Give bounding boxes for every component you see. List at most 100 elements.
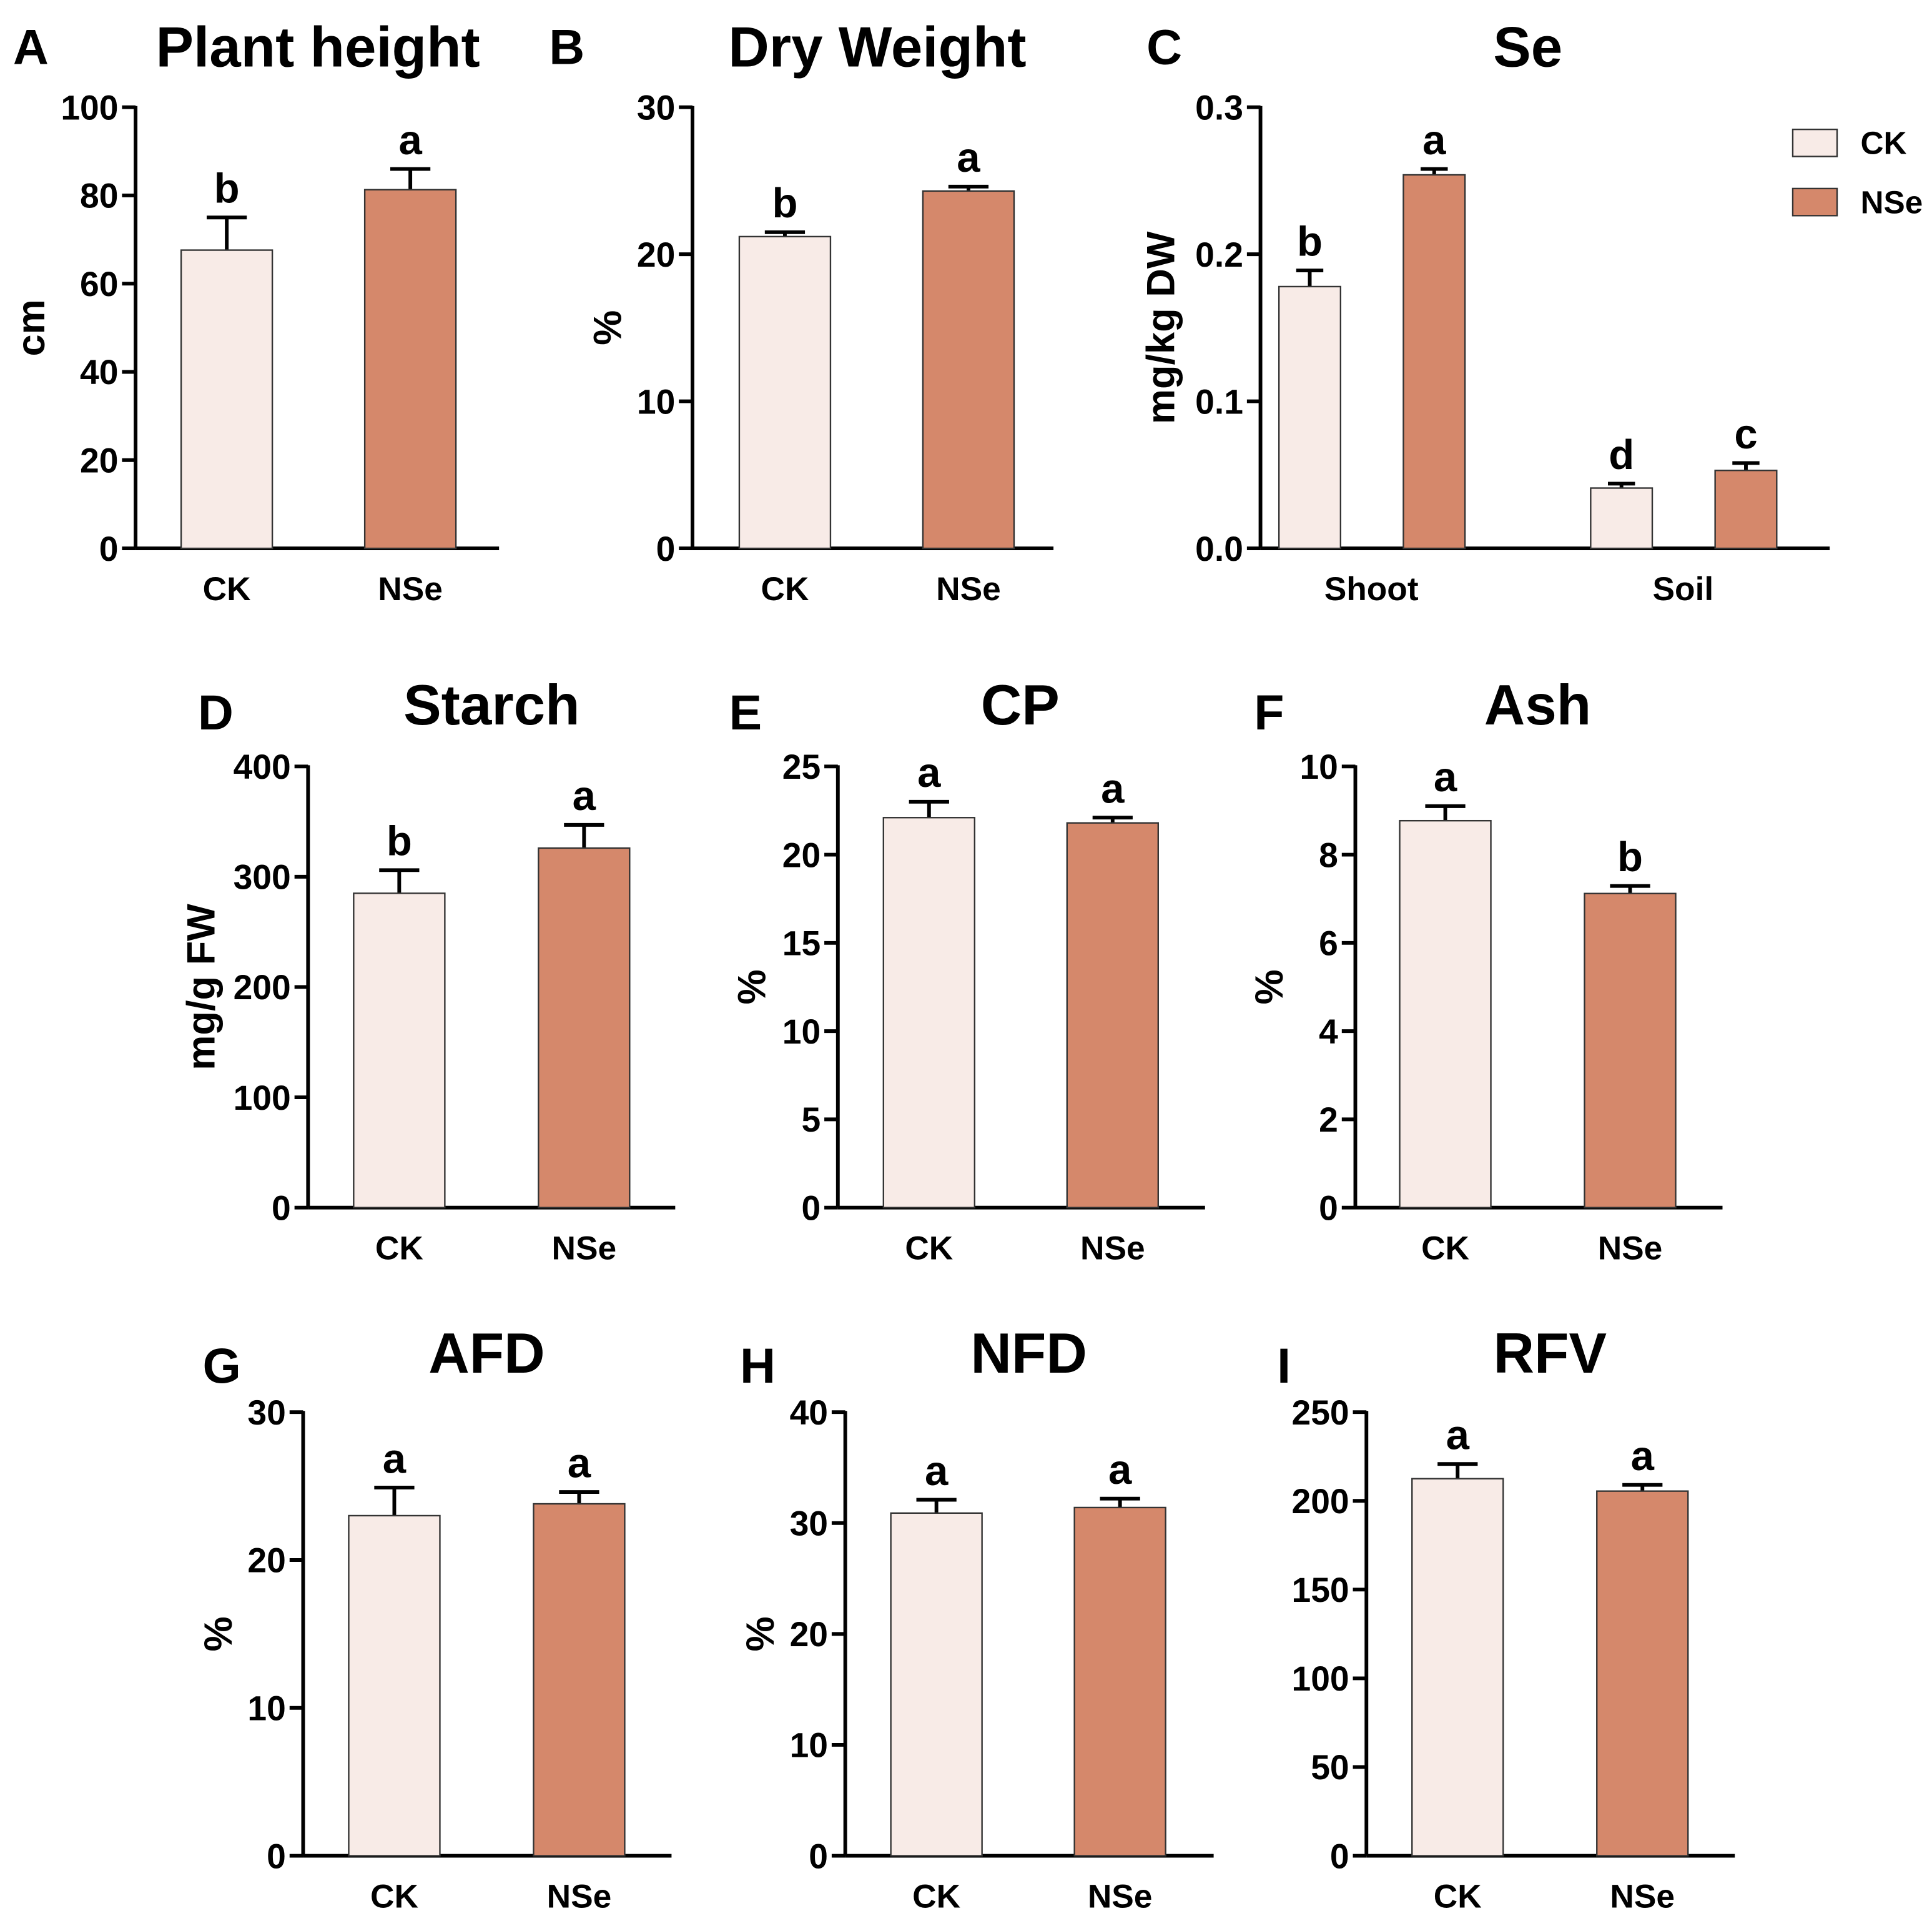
chart-title: AFD xyxy=(428,1322,545,1385)
bar xyxy=(1411,1478,1504,1857)
y-tick-label: 200 xyxy=(234,968,291,1007)
panel-letter: D xyxy=(198,685,234,740)
bar xyxy=(363,189,457,550)
y-tick-label: 8 xyxy=(1319,836,1338,874)
y-axis-label: % xyxy=(1248,969,1291,1004)
chart-title: Starch xyxy=(403,674,579,737)
y-tick-label: 100 xyxy=(61,88,118,127)
chart-title: Ash xyxy=(1484,674,1591,737)
bar xyxy=(353,892,446,1208)
significance-letter: a xyxy=(1446,1411,1470,1458)
y-tick-label: 40 xyxy=(80,353,118,392)
bar xyxy=(1590,487,1654,550)
y-tick-label: 20 xyxy=(80,441,118,480)
bar xyxy=(1399,819,1492,1208)
bar xyxy=(922,190,1015,550)
panel-letter: G xyxy=(203,1338,241,1393)
y-tick-label: 2 xyxy=(1319,1100,1338,1139)
x-tick-label: CK xyxy=(912,1878,960,1915)
significance-letter: a xyxy=(1108,1446,1132,1493)
y-tick-label: 60 xyxy=(80,265,118,304)
y-axis-label: % xyxy=(586,310,630,345)
x-tick-label: NSe xyxy=(1610,1878,1675,1915)
significance-letter: a xyxy=(568,1440,591,1486)
y-tick-label: 0 xyxy=(272,1188,291,1227)
significance-letter: a xyxy=(383,1435,407,1482)
x-tick-label: NSe xyxy=(936,571,1001,608)
significance-letter: a xyxy=(1631,1433,1655,1479)
x-tick-label: CK xyxy=(761,571,809,608)
y-tick-label: 10 xyxy=(782,1012,821,1051)
x-tick-label: Soil xyxy=(1653,571,1714,608)
y-tick-label: 40 xyxy=(790,1393,828,1432)
chart-title: Plant height xyxy=(155,16,480,79)
y-axis-label: % xyxy=(730,969,774,1004)
bar xyxy=(1402,174,1466,550)
x-tick-label: CK xyxy=(203,571,251,608)
bar xyxy=(738,235,832,550)
y-tick-label: 0.1 xyxy=(1195,382,1243,421)
y-tick-label: 30 xyxy=(247,1393,285,1432)
x-tick-label: NSe xyxy=(378,571,443,608)
y-tick-label: 10 xyxy=(1299,748,1338,786)
y-axis-label: mg/g FW xyxy=(179,904,223,1070)
significance-letter: a xyxy=(1422,117,1446,164)
y-axis-label: % xyxy=(197,1616,240,1651)
y-tick-label: 80 xyxy=(80,177,118,215)
x-tick-label: CK xyxy=(1434,1878,1482,1915)
y-tick-label: 30 xyxy=(790,1504,828,1543)
bar xyxy=(1584,892,1677,1208)
y-axis-label: % xyxy=(739,1616,782,1651)
significance-letter: a xyxy=(957,134,980,181)
significance-letter: b xyxy=(772,180,797,227)
significance-letter: a xyxy=(1101,766,1125,812)
x-tick-label: NSe xyxy=(1080,1230,1145,1267)
bar xyxy=(1278,285,1342,550)
panel-letter: H xyxy=(740,1338,776,1393)
y-tick-label: 200 xyxy=(1291,1482,1349,1521)
y-tick-label: 250 xyxy=(1291,1393,1349,1432)
bar xyxy=(1714,470,1778,550)
y-tick-label: 25 xyxy=(782,748,821,786)
chart-title: RFV xyxy=(1494,1322,1607,1385)
x-tick-label: NSe xyxy=(552,1230,617,1267)
significance-letter: c xyxy=(1734,411,1757,458)
bar xyxy=(533,1503,626,1857)
x-tick-label: CK xyxy=(905,1230,953,1267)
y-tick-label: 0.0 xyxy=(1195,530,1243,568)
y-tick-label: 10 xyxy=(637,382,675,421)
y-tick-label: 10 xyxy=(790,1726,828,1765)
y-tick-label: 150 xyxy=(1291,1571,1349,1609)
significance-letter: b xyxy=(214,165,240,212)
y-tick-label: 0 xyxy=(809,1837,828,1875)
significance-letter: b xyxy=(387,818,412,865)
y-tick-label: 100 xyxy=(1291,1659,1349,1698)
y-tick-label: 0.3 xyxy=(1195,88,1243,127)
legend-swatch xyxy=(1792,187,1838,217)
chart-title: CP xyxy=(981,674,1060,737)
panel-letter: C xyxy=(1146,20,1182,75)
panel-letter: E xyxy=(729,685,762,740)
x-tick-label: CK xyxy=(370,1878,418,1915)
y-tick-label: 5 xyxy=(801,1100,821,1139)
y-tick-label: 6 xyxy=(1319,924,1338,963)
legend-label: CK xyxy=(1860,126,1906,161)
y-tick-label: 0 xyxy=(1319,1188,1338,1227)
chart-title: Dry Weight xyxy=(728,16,1026,79)
panel-letter: I xyxy=(1277,1338,1291,1393)
chart-title: Se xyxy=(1493,16,1562,79)
y-tick-label: 0 xyxy=(267,1837,286,1875)
y-tick-label: 4 xyxy=(1319,1012,1338,1051)
significance-letter: a xyxy=(917,749,941,796)
y-tick-label: 100 xyxy=(234,1079,291,1117)
y-tick-label: 30 xyxy=(637,88,675,127)
y-tick-label: 0 xyxy=(801,1188,821,1227)
y-tick-label: 0 xyxy=(1330,1837,1349,1875)
x-tick-label: NSe xyxy=(547,1878,612,1915)
significance-letter: b xyxy=(1617,834,1643,881)
y-tick-label: 300 xyxy=(234,858,291,897)
x-tick-label: NSe xyxy=(1598,1230,1663,1267)
x-tick-label: CK xyxy=(375,1230,423,1267)
panel-letter: F xyxy=(1254,685,1284,740)
